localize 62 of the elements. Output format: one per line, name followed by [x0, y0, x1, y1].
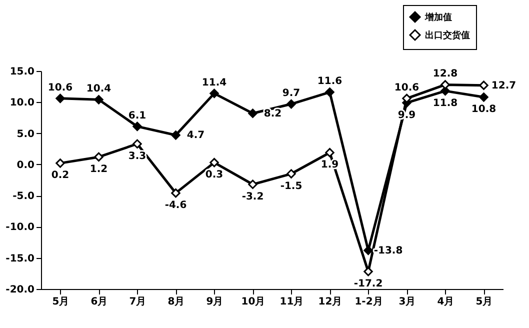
y-tick-label: -10.0: [6, 222, 35, 234]
data-label: -1.5: [280, 180, 302, 192]
point: [94, 152, 104, 162]
legend-label: 增加值: [424, 12, 452, 23]
data-label: -13.8: [374, 245, 403, 256]
legend-label: 出口交货值: [425, 30, 470, 41]
x-tick-label: 12月: [318, 296, 342, 308]
point: [171, 188, 180, 198]
x-tick-label: 4月: [437, 296, 454, 308]
data-label: 6.1: [128, 110, 146, 122]
x-tick-label: 6月: [90, 296, 108, 308]
y-tick-label: -20.0: [6, 284, 35, 296]
data-label: 11.8: [432, 98, 458, 109]
data-label: 0.3: [205, 170, 224, 181]
point: [479, 80, 488, 90]
y-tick-label: 5.0: [16, 128, 35, 140]
data-label: 12.8: [432, 68, 458, 80]
point: [364, 266, 373, 276]
y-tick-label: 15.0: [10, 66, 35, 78]
x-tick-label: 3月: [398, 296, 416, 308]
point: [325, 148, 334, 158]
data-label: 1.2: [90, 164, 108, 175]
point: [248, 108, 258, 118]
point: [171, 130, 180, 140]
y-tick-label: 10.0: [10, 98, 35, 109]
point: [248, 180, 258, 189]
data-label: -3.2: [242, 191, 264, 202]
data-label: 10.8: [471, 104, 496, 116]
x-tick-label: 7月: [129, 296, 146, 308]
data-label: 11.4: [202, 77, 227, 88]
point: [56, 158, 65, 168]
x-tick-label: 8月: [168, 296, 185, 308]
x-tick-label: 5月: [476, 296, 493, 308]
point: [132, 139, 142, 148]
data-label: 4.7: [186, 130, 205, 142]
y-tick-label: -15.0: [6, 253, 35, 264]
x-tick-label: 5月: [52, 296, 70, 308]
data-label: 10.6: [394, 82, 420, 94]
y-tick-label: -5.0: [12, 191, 35, 202]
data-label: 10.6: [48, 82, 73, 94]
x-tick-label: 1-2月: [354, 296, 383, 308]
x-tick-label: 9月: [206, 296, 224, 308]
point: [479, 92, 488, 102]
data-label: 9.7: [282, 88, 300, 100]
point: [56, 94, 65, 104]
point: [210, 88, 219, 98]
data-label: 10.4: [86, 84, 112, 95]
x-tick-label: 11月: [280, 296, 304, 308]
y-tick-label: 0.0: [16, 160, 35, 171]
point: [94, 95, 104, 104]
data-label: 0.2: [51, 170, 70, 182]
point: [132, 122, 142, 132]
data-label: -17.2: [354, 278, 383, 290]
x-tick-label: 10月: [241, 296, 266, 308]
point: [325, 88, 334, 97]
point: [286, 169, 296, 178]
data-label: 11.6: [317, 76, 342, 88]
data-label: 12.7: [491, 80, 516, 92]
point: [210, 158, 219, 168]
data-label: -4.6: [164, 200, 187, 212]
point: [364, 246, 373, 256]
point: [286, 99, 296, 109]
